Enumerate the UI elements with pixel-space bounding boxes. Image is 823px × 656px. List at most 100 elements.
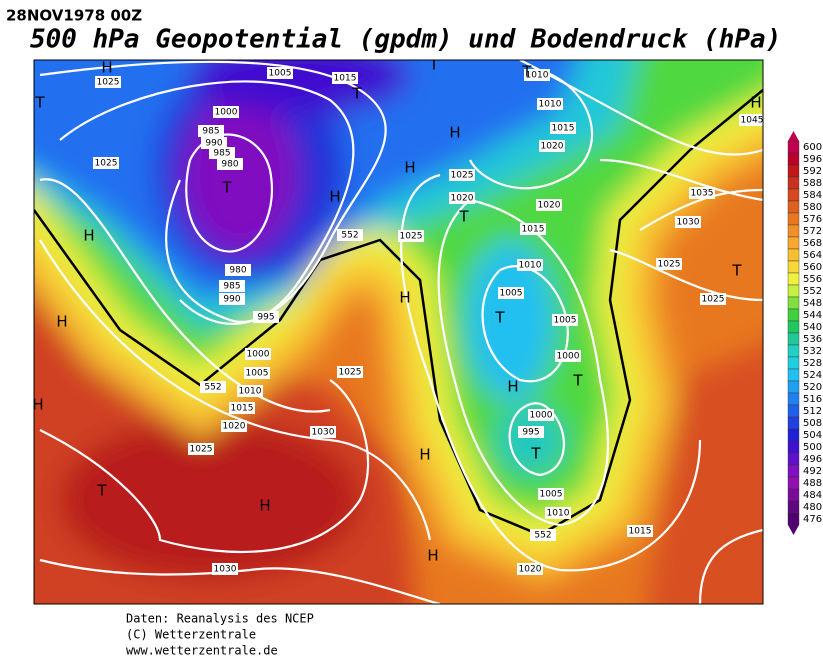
isobar-label: 1020 (223, 422, 246, 432)
pressure-center: H (404, 159, 415, 177)
isobar-label-box (538, 488, 564, 500)
isobar-label: 1025 (339, 368, 362, 378)
colorbar-segment (787, 368, 800, 382)
isobar-label: 995 (522, 428, 539, 438)
isobar-label-box (739, 114, 763, 126)
isobar-label: 552 (204, 383, 221, 393)
isobar-label-box (449, 192, 475, 204)
isobar-label: 1010 (539, 100, 562, 110)
colorbar-label: 488 (803, 478, 822, 489)
colorbar-segment (787, 164, 800, 178)
isobar-label: 990 (223, 295, 240, 305)
isobar-label-box (517, 563, 543, 575)
isobar-label: 1005 (500, 289, 523, 299)
isobar-label-box (237, 385, 263, 397)
colorbar-segment (787, 176, 800, 190)
colorbar-label: 524 (803, 370, 822, 381)
isobar-label: 1015 (522, 225, 545, 235)
isobar-label: 1005 (540, 490, 563, 500)
isobar-label-box (627, 525, 653, 537)
map-frame (33, 59, 764, 605)
isobar-label: 1025 (451, 171, 474, 181)
isobar-label: 1030 (214, 565, 237, 575)
isobar-label: 1010 (526, 71, 549, 81)
pressure-center: H (427, 547, 438, 565)
isobar-label-box (221, 420, 247, 432)
isobar-label-box (517, 259, 543, 271)
colorbar-label: 588 (803, 178, 822, 189)
isobar-label: 980 (221, 160, 238, 170)
colorbar-label: 504 (803, 430, 822, 441)
colorbar-segment (787, 500, 800, 514)
isobar-label: 1025 (95, 159, 118, 169)
colorbar-label: 516 (803, 394, 822, 405)
colorbar-segment (787, 224, 800, 238)
isobar-label: 1000 (530, 411, 553, 421)
isobar-label-box (219, 280, 245, 292)
pressure-center: H (32, 396, 43, 414)
isobar-label-box (188, 443, 214, 455)
colorbar-segment (787, 212, 800, 226)
colorbar: 6005965925885845805765725685645605565525… (787, 131, 822, 535)
pressure-center: T (351, 85, 362, 103)
colorbar-segment (787, 332, 800, 346)
isobar-label-box (518, 426, 544, 438)
isobar-label-box (536, 199, 562, 211)
colorbar-label: 528 (803, 358, 822, 369)
isobar-label-box (225, 264, 251, 276)
isobar-label: 1025 (97, 78, 120, 88)
pressure-center: H (449, 124, 460, 142)
isobar-label-box (539, 140, 565, 152)
isobar-label: 1030 (312, 428, 335, 438)
isobar-label-box (212, 563, 238, 575)
colorbar-segment (787, 320, 800, 334)
colorbar-segment (787, 416, 800, 430)
colorbar-segment (787, 140, 800, 154)
colorbar-segment (787, 440, 800, 454)
isobar-label: 995 (257, 313, 274, 323)
isobar-label-box (552, 314, 578, 326)
isobar-label: 1015 (629, 527, 652, 537)
isobar-label: 1005 (269, 69, 292, 79)
colorbar-label: 548 (803, 298, 822, 309)
colorbar-segment (787, 284, 800, 298)
colorbar-label: 480 (803, 502, 822, 513)
colorbar-label: 568 (803, 238, 822, 249)
colorbar-segment (787, 188, 800, 202)
colorbar-label: 532 (803, 346, 822, 357)
colorbar-label: 600 (803, 142, 822, 153)
pressure-center: T (221, 179, 232, 197)
credit-line: Daten: Reanalysis des NCEP (126, 612, 314, 626)
colorbar-segment (787, 236, 800, 250)
isobar-label: 1025 (658, 260, 681, 270)
pressure-center: T (521, 63, 532, 81)
colorbar-label: 584 (803, 190, 822, 201)
isobar-label: 1020 (541, 142, 564, 152)
isobar-label: 1015 (552, 124, 575, 134)
colorbar-segment (787, 260, 800, 274)
colorbar-segment (787, 296, 800, 310)
colorbar-segment (787, 476, 800, 490)
colorbar-label: 484 (803, 490, 822, 501)
pressure-center: T (34, 94, 45, 112)
pressure-center: T (428, 56, 439, 74)
isobar-label-box (530, 529, 556, 541)
isobar-label: 985 (202, 127, 219, 137)
isobar-label: 1035 (691, 189, 714, 199)
isobar-label: 1030 (677, 218, 700, 228)
isobar-label-box (201, 137, 227, 149)
isobar-label-box (675, 216, 701, 228)
isobar-label-box (550, 122, 576, 134)
colorbar-label: 492 (803, 466, 822, 477)
isobar-label-box (332, 72, 358, 84)
map-labels: 1025 1005 1015 1010 1010 1015 1020 1000 985 990 98… (32, 56, 763, 575)
isobar-label-box (520, 223, 546, 235)
colorbar-label: 544 (803, 310, 822, 321)
isobar-label-box (545, 507, 571, 519)
colorbar-segment (787, 200, 800, 214)
isobar-label: 1010 (239, 387, 262, 397)
pressure-center: H (83, 227, 94, 245)
isobar-label-box (700, 293, 726, 305)
isobar-label-box (253, 311, 279, 323)
isobar-label-box (337, 366, 363, 378)
